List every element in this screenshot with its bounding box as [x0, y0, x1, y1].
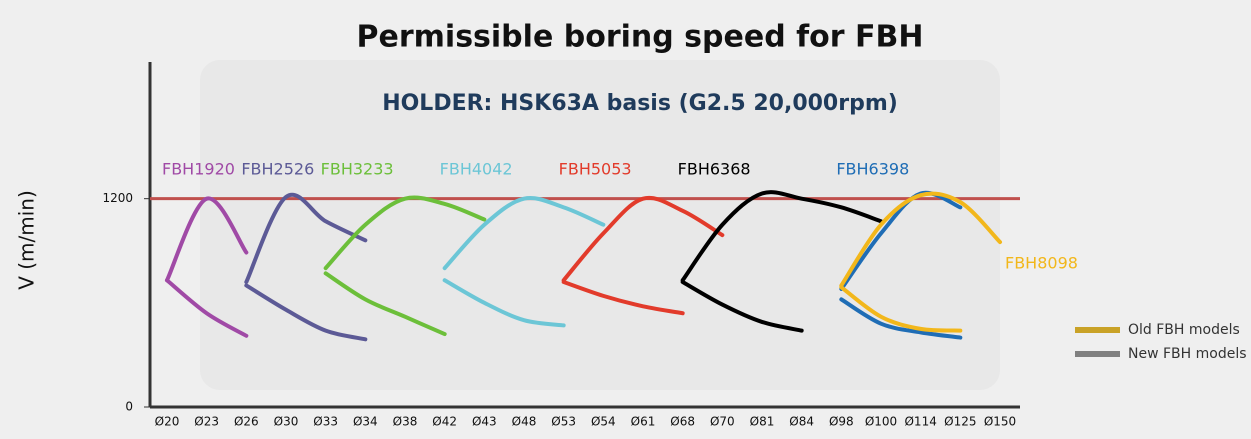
x-tick-label: Ø33 — [313, 415, 338, 429]
model-label: FBH6398 — [836, 160, 909, 179]
model-label: FBH1920 — [162, 160, 235, 179]
chart-title: Permissible boring speed for FBH — [357, 20, 924, 55]
legend-text: New FBH models — [1128, 346, 1247, 362]
x-tick-label: Ø53 — [551, 415, 576, 429]
x-tick-label: Ø81 — [750, 415, 775, 429]
x-tick-label: Ø98 — [829, 415, 854, 429]
legend-text: Old FBH models — [1128, 322, 1240, 338]
x-tick-label: Ø68 — [670, 415, 695, 429]
model-label: FBH4042 — [440, 160, 513, 179]
x-tick-label: Ø125 — [944, 415, 976, 429]
x-tick-label: Ø34 — [353, 415, 378, 429]
x-tick-label: Ø61 — [631, 415, 656, 429]
x-tick-label: Ø84 — [789, 415, 814, 429]
x-tick-label: Ø150 — [984, 415, 1016, 429]
x-tick-label: Ø42 — [432, 415, 457, 429]
x-tick-label: Ø26 — [234, 415, 259, 429]
model-label: FBH2526 — [241, 160, 314, 179]
x-tick-label: Ø43 — [472, 415, 497, 429]
x-tick-label: Ø54 — [591, 415, 616, 429]
x-tick-label: Ø70 — [710, 415, 735, 429]
x-tick-label: Ø114 — [904, 415, 936, 429]
model-label: FBH8098 — [1005, 254, 1078, 273]
y-tick-label: 0 — [125, 400, 133, 414]
chart: Permissible boring speed for FBH HOLDER:… — [0, 0, 1251, 439]
chart-subtitle: HOLDER: HSK63A basis (G2.5 20,000rpm) — [382, 91, 898, 116]
y-axis-label: V (m/min) — [15, 190, 39, 290]
model-label: FBH3233 — [321, 160, 394, 179]
model-label: FBH6368 — [678, 160, 751, 179]
x-tick-label: Ø23 — [194, 415, 219, 429]
model-label: FBH5053 — [559, 160, 632, 179]
y-tick-label: 1200 — [102, 191, 133, 205]
x-tick-label: Ø48 — [512, 415, 537, 429]
x-tick-label: Ø100 — [865, 415, 897, 429]
x-tick-label: Ø20 — [155, 415, 180, 429]
x-tick-label: Ø30 — [274, 415, 299, 429]
x-tick-label: Ø38 — [393, 415, 418, 429]
